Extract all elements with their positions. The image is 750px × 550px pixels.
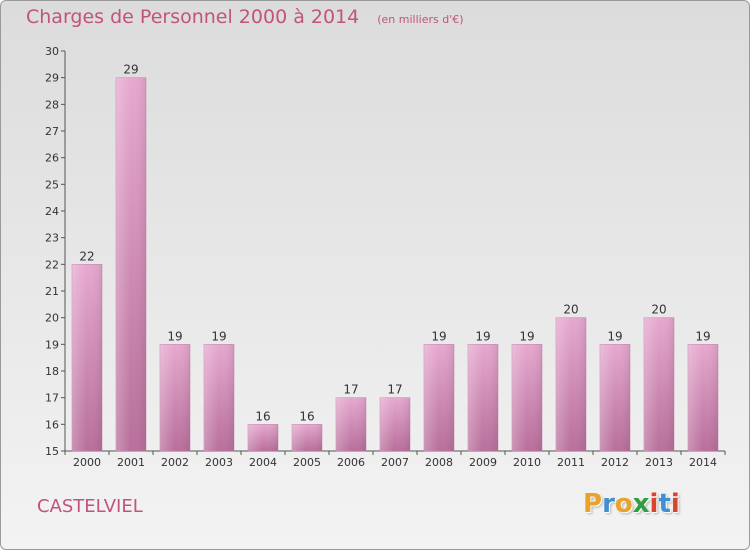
x-tick-label-2002: 2002 [161,456,189,469]
data-label-2001: 29 [123,63,138,77]
logo-letter: r [602,489,615,519]
bar-shine [644,317,674,451]
bar-shine [204,344,234,451]
y-tick-label: 22 [45,258,59,271]
data-label-2003: 19 [211,329,226,343]
bars [71,77,719,452]
bar-shine [424,344,454,451]
bar-shine [116,77,146,452]
x-tick-label-2006: 2006 [337,456,365,469]
bar-shine [512,344,542,451]
y-tick-label: 17 [45,392,59,405]
y-tick-label: 24 [45,205,59,218]
x-tick-label-2007: 2007 [381,456,409,469]
data-label-2005: 16 [299,409,314,423]
x-tick-label-2008: 2008 [425,456,453,469]
y-tick-label: 29 [45,72,59,85]
chart-subtitle: (en milliers d'€) [377,13,464,26]
y-tick-label: 26 [45,152,59,165]
data-label-2014: 19 [695,329,710,343]
data-label-2012: 19 [607,329,622,343]
y-tick-label: 19 [45,338,59,351]
y-tick-label: 18 [45,365,59,378]
bar-shine [380,397,410,451]
logo-letter: i [670,489,680,519]
logo-letter: o [614,489,633,519]
x-tick-label-2013: 2013 [645,456,673,469]
x-tick-label-2003: 2003 [205,456,233,469]
data-label-2009: 19 [475,329,490,343]
data-label-2007: 17 [387,383,402,397]
x-tick-label-2004: 2004 [249,456,277,469]
bar-shine [688,344,718,451]
data-label-2002: 19 [167,329,182,343]
data-label-2006: 17 [343,383,358,397]
y-tick-label: 27 [45,125,59,138]
bar-shine [556,317,586,451]
logo-letter: t [658,489,671,519]
x-tick-label-2009: 2009 [469,456,497,469]
x-tick-label-2005: 2005 [293,456,321,469]
data-label-2013: 20 [651,303,666,317]
labels: 22 2000 29 2001 19 2002 19 2003 16 2004 16 2005 17 20… [73,63,717,469]
bar-shine [336,397,366,451]
y-tick-label: 23 [45,232,59,245]
x-tick-label-2011: 2011 [557,456,585,469]
data-label-2004: 16 [255,409,270,423]
x-tick-label-2001: 2001 [117,456,145,469]
x-tick-label-2010: 2010 [513,456,541,469]
data-label-2011: 20 [563,303,578,317]
logo-letter: i [649,489,659,519]
y-tick-label: 30 [45,45,59,58]
y-tick-label: 28 [45,98,59,111]
bar-shine [160,344,190,451]
proxiti-logo: Proxiti [583,489,680,519]
x-tick-label-2014: 2014 [689,456,717,469]
bar-shine [292,424,322,451]
y-tick-label: 25 [45,178,59,191]
bar-shine [248,424,278,451]
chart-title: Charges de Personnel 2000 à 2014 [26,6,360,28]
data-label-2000: 22 [79,249,94,263]
data-label-2010: 19 [519,329,534,343]
y-tick-label: 20 [45,312,59,325]
y-tick-label: 21 [45,285,59,298]
bar-shine [72,264,102,451]
x-tick-label-2012: 2012 [601,456,629,469]
title-row: Charges de Personnel 2000 à 2014 (en mil… [26,6,464,28]
y-tick-label: 15 [45,445,59,458]
x-tick-label-2000: 2000 [73,456,101,469]
bar-shine [600,344,630,451]
logo-letter: P [583,489,603,519]
y-tick-label: 16 [45,418,59,431]
commune-name: CASTELVIEL [37,496,143,517]
logo-letter: x [632,489,650,519]
data-label-2008: 19 [431,329,446,343]
bar-shine [468,344,498,451]
